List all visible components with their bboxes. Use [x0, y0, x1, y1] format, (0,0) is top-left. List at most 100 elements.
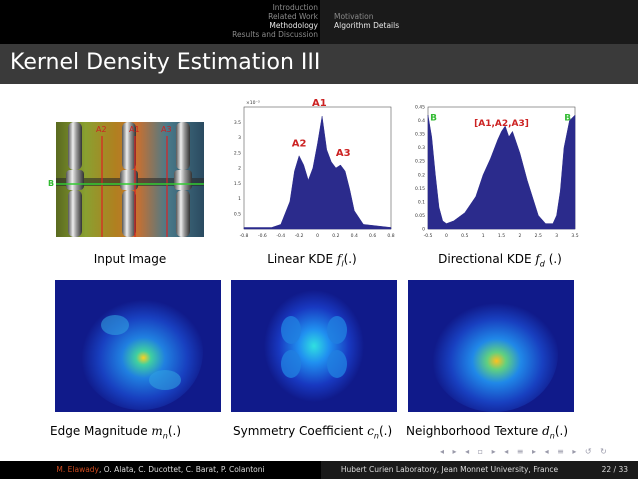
title-bar: Kernel Density Estimation III	[0, 44, 638, 84]
section-nav: Introduction Related Work Methodology Re…	[0, 0, 320, 44]
caption-map1-math: m	[151, 424, 163, 438]
directional-kde-x-tick-label: 3.5	[571, 233, 578, 239]
linear-kde-y-tick-label: 3.5	[234, 120, 241, 126]
nav-subsection-motivation[interactable]: Motivation	[334, 12, 374, 21]
label-b: B	[48, 179, 55, 188]
directional-kde-y-tick-label: 0.3	[418, 145, 425, 151]
symmetry-coefficient-map	[231, 280, 397, 412]
linear-kde-x-tick-label: -0.4	[276, 233, 285, 239]
top-navigation: Introduction Related Work Methodology Re…	[0, 0, 638, 44]
caption-map3-sub: n	[549, 431, 555, 441]
linear-kde-annotation-a2: A2	[292, 139, 307, 150]
caption-linear-suffix: (.)	[343, 252, 357, 266]
nav-section-related-work[interactable]: Related Work	[268, 12, 318, 21]
directional-kde-x-tick-label: 0.5	[461, 233, 468, 239]
neighborhood-texture-heatmap	[408, 280, 574, 412]
footer-author-highlight: M. Elawady	[56, 465, 99, 474]
beamer-navigation-symbols[interactable]: ◂ ▸ ◂ ▫ ▸ ◂ ≡ ▸ ◂ ≡ ▸ ↺ ↻	[440, 447, 610, 456]
directional-kde-x-tick-label: 2	[518, 233, 521, 239]
nav-section-results[interactable]: Results and Discussion	[232, 30, 318, 39]
caption-edge-magnitude: Edge Magnitude mn(.)	[50, 424, 181, 440]
caption-dir-sub: d	[539, 259, 545, 269]
neighborhood-texture-map	[408, 280, 574, 412]
footer-right: Hubert Curien Laboratory, Jean Monnet Un…	[321, 461, 638, 479]
linear-kde-density-area	[243, 116, 392, 230]
linear-kde-x-tick-label: 0.8	[387, 233, 394, 239]
linear-kde-x-tick-label: -0.2	[295, 233, 304, 239]
linear-kde-x-tick-label: 0.2	[332, 233, 339, 239]
symmetry-coefficient-heatmap	[231, 280, 397, 412]
linear-kde-x-tick-label: -0.8	[240, 233, 249, 239]
directional-kde-y-tick-label: 0.25	[415, 159, 425, 165]
directional-kde-y-tick-label: 0.4	[418, 118, 425, 124]
footer: M. Elawady, O. Alata, C. Ducottet, C. Ba…	[0, 461, 638, 479]
subsection-nav: Motivation Algorithm Details	[320, 0, 638, 44]
label-a1: A1	[129, 125, 140, 134]
linear-kde-svg: -0.8 -0.6 -0.4 -0.2 0 0.2 0.4 0.6 0.8 0.5 1 1.5 2 2.5…	[234, 98, 395, 239]
caption-map2-prefix: Symmetry Coefficient	[233, 424, 368, 438]
footer-authors-rest: , O. Alata, C. Ducottet, C. Barat, P. Co…	[99, 465, 265, 474]
directional-kde-x-tick-label: -0.5	[424, 233, 433, 239]
caption-linear-sub: l	[341, 259, 344, 269]
nav-section-introduction[interactable]: Introduction	[272, 3, 318, 12]
linear-kde-multiplier: ×10⁻³	[246, 100, 260, 106]
caption-linear-math: f	[336, 252, 342, 266]
metal-rods	[66, 122, 192, 237]
directional-kde-y-tick-label: 0.1	[418, 199, 425, 205]
directional-kde-y-tick-label: 0.15	[415, 186, 425, 192]
nav-section-methodology[interactable]: Methodology	[269, 21, 318, 30]
directional-kde-annotation-b-right: B	[564, 114, 571, 124]
directional-kde-y-tick-label: 0	[422, 227, 425, 233]
directional-kde-chart: -0.5 0 0.5 1 1.5 2 2.5 3 3.5 0 0.05 0.1 0.15 0.2 0.25 0…	[408, 97, 583, 245]
caption-dir-suffix: (.)	[544, 252, 562, 266]
edge-magnitude-heatmap	[55, 280, 221, 412]
caption-map1-prefix: Edge Magnitude	[50, 424, 152, 438]
caption-neighborhood-texture: Neighborhood Texture dn(.)	[406, 424, 568, 440]
nav-subsection-algorithm-details[interactable]: Algorithm Details	[334, 21, 400, 30]
directional-kde-annotation-b-left: B	[430, 114, 437, 124]
caption-linear-kde: Linear KDE fl(.)	[222, 252, 402, 268]
directional-kde-y-tick-label: 0.05	[415, 213, 425, 219]
directional-kde-annotation-a-group: [A1,A2,A3]	[474, 119, 529, 129]
linear-kde-annotation-a1: A1	[312, 98, 327, 109]
directional-kde-y-tick-label: 0.2	[418, 172, 425, 178]
label-a2: A2	[96, 125, 107, 134]
directional-kde-y-tick-label: 0.45	[415, 105, 425, 111]
directional-kde-x-tick-label: 0	[445, 233, 448, 239]
caption-directional-kde: Directional KDE fd (.)	[405, 252, 595, 268]
caption-map3-prefix: Neighborhood Texture	[406, 424, 543, 438]
caption-symmetry-coefficient: Symmetry Coefficient cn(.)	[233, 424, 392, 440]
caption-dir-math: f	[535, 252, 540, 266]
linear-kde-x-tick-label: 0.4	[351, 233, 358, 239]
linear-kde-x-tick-label: -0.6	[258, 233, 267, 239]
linear-kde-chart: -0.8 -0.6 -0.4 -0.2 0 0.2 0.4 0.6 0.8 0.5 1 1.5 2 2.5…	[224, 97, 399, 245]
caption-linear-prefix: Linear KDE	[267, 252, 337, 266]
linear-kde-x-tick-label: 0	[316, 233, 319, 239]
directional-kde-density-area	[427, 114, 576, 230]
caption-map2-sub: n	[373, 431, 379, 441]
directional-kde-x-tick-label: 2.5	[535, 233, 542, 239]
caption-map2-suffix: (.)	[379, 424, 393, 438]
caption-map2-math: c	[367, 424, 374, 438]
input-image: A2 A1 A3	[56, 122, 204, 237]
caption-input-image: Input Image	[93, 252, 167, 266]
linear-kde-y-tick-label: 1.5	[234, 181, 241, 187]
footer-institution: Hubert Curien Laboratory, Jean Monnet Un…	[340, 465, 559, 474]
slide-title: Kernel Density Estimation III	[10, 50, 321, 75]
linear-kde-y-tick-label: 2	[238, 166, 241, 172]
directional-kde-x-tick-label: 3	[555, 233, 558, 239]
linear-kde-x-tick-label: 0.6	[369, 233, 376, 239]
edge-magnitude-map	[55, 280, 221, 412]
caption-map3-suffix: (.)	[554, 424, 569, 438]
footer-authors: M. Elawady, O. Alata, C. Ducottet, C. Ba…	[0, 461, 321, 479]
directional-kde-y-tick-label: 0.35	[415, 132, 425, 138]
caption-map1-sub: n	[162, 431, 168, 441]
caption-dir-prefix: Directional KDE	[438, 252, 536, 266]
linear-kde-annotation-a3: A3	[336, 148, 351, 159]
directional-kde-x-tick-label: 1	[482, 233, 485, 239]
directional-kde-x-tick-label: 1.5	[498, 233, 505, 239]
linear-kde-y-tick-label: 3	[238, 135, 241, 141]
directional-kde-svg: -0.5 0 0.5 1 1.5 2 2.5 3 3.500.050.10.150.20.250…	[415, 105, 579, 240]
linear-kde-y-tick-label: 0.5	[234, 211, 241, 217]
caption-map1-suffix: (.)	[167, 424, 182, 438]
